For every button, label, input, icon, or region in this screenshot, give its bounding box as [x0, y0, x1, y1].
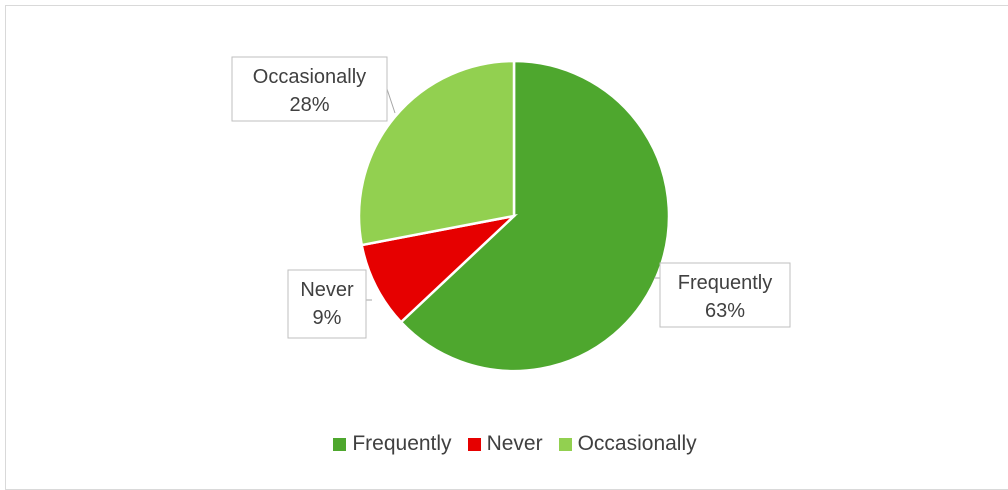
data-label-value: 28% [289, 94, 329, 116]
leader-line [386, 88, 396, 114]
data-label-value: 63% [705, 300, 745, 322]
legend: Frequently Never Occasionally [0, 432, 1008, 456]
data-label-never: Never 9% [287, 269, 372, 339]
pie-slice-never[interactable] [360, 213, 518, 324]
legend-item-frequently[interactable]: Frequently [333, 432, 452, 456]
legend-item-never[interactable]: Never [467, 432, 543, 456]
legend-swatch-never [467, 437, 481, 451]
data-label-frequently: Frequently 63% [654, 262, 791, 328]
legend-swatch-occasionally [558, 437, 572, 451]
legend-item-occasionally[interactable]: Occasionally [558, 432, 697, 456]
pie-slice-occasionally[interactable] [357, 59, 516, 247]
data-label-occasionally: Occasionally 28% [231, 56, 396, 122]
legend-label-occasionally: Occasionally [577, 432, 697, 455]
data-label-name: Frequently [678, 272, 773, 294]
callout-box [659, 262, 791, 328]
data-label-name: Occasionally [253, 66, 366, 88]
data-label-name: Never [300, 279, 354, 301]
legend-label-never: Never [486, 432, 543, 455]
data-label-value: 9% [313, 307, 342, 329]
legend-label-frequently: Frequently [352, 432, 452, 455]
callout-box [231, 56, 388, 122]
callout-box [287, 269, 367, 339]
legend-swatch-frequently [333, 437, 347, 451]
